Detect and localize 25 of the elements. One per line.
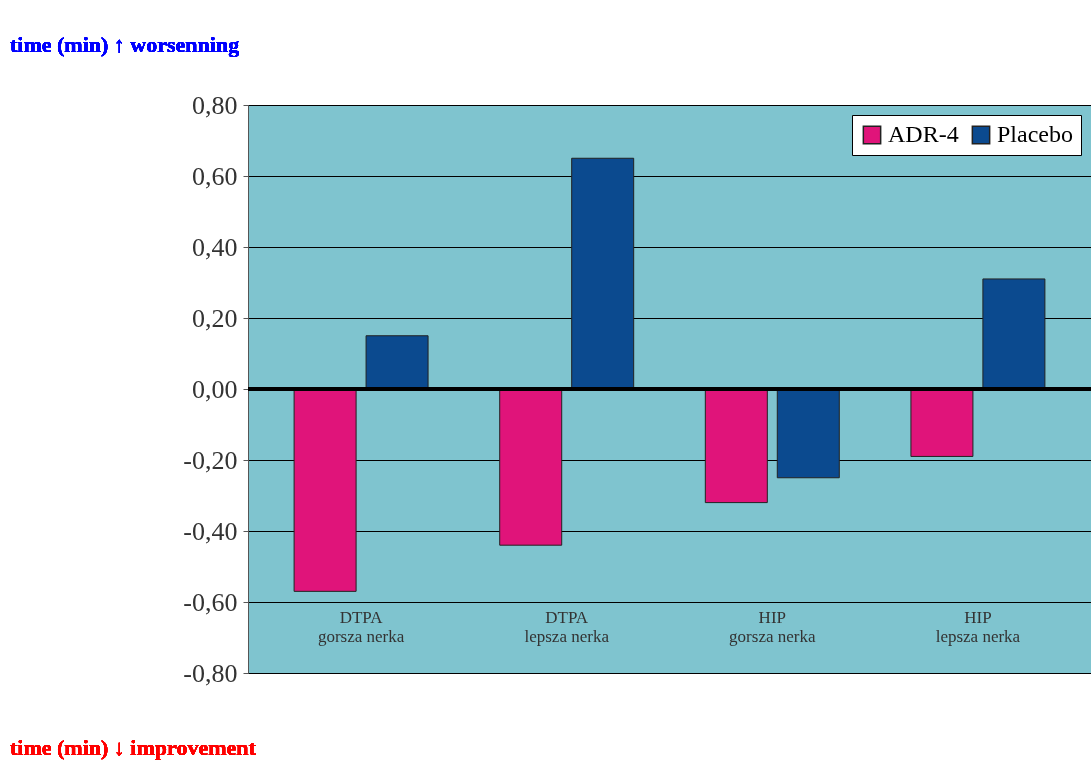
bar	[293, 388, 357, 592]
x-tick-label: HIP lepsza nerka	[935, 607, 1021, 646]
text: time (min) ↓ improvement	[10, 735, 257, 760]
legend-label: Placebo	[997, 121, 1073, 147]
bar	[365, 335, 429, 390]
y-tick-label: 0,00	[192, 374, 238, 404]
y-tick-label: 0,80	[192, 90, 238, 120]
y-tick-label: -0,60	[183, 587, 238, 617]
y-tick-label: -0,40	[183, 516, 238, 546]
x-tick-label: DTPA gorsza nerka	[317, 607, 405, 646]
bar	[982, 278, 1046, 390]
bar	[499, 388, 563, 546]
x-tick-label: DTPA lepsza nerka	[524, 607, 610, 646]
x-tick-label: HIP gorsza nerka	[729, 607, 816, 646]
legend-label: ADR-4	[888, 121, 959, 147]
bar	[776, 388, 840, 479]
bar	[704, 388, 768, 504]
y-tick-label: -0,20	[183, 445, 238, 475]
bar	[910, 388, 974, 457]
y-tick-label: 0,20	[192, 303, 238, 333]
y-tick-label: 0,40	[192, 232, 238, 262]
y-tick-label: 0,60	[192, 161, 238, 191]
bar	[571, 157, 635, 390]
text: time (min) ↑ worsenning	[10, 32, 240, 57]
y-tick-label: -0,80	[183, 658, 238, 688]
